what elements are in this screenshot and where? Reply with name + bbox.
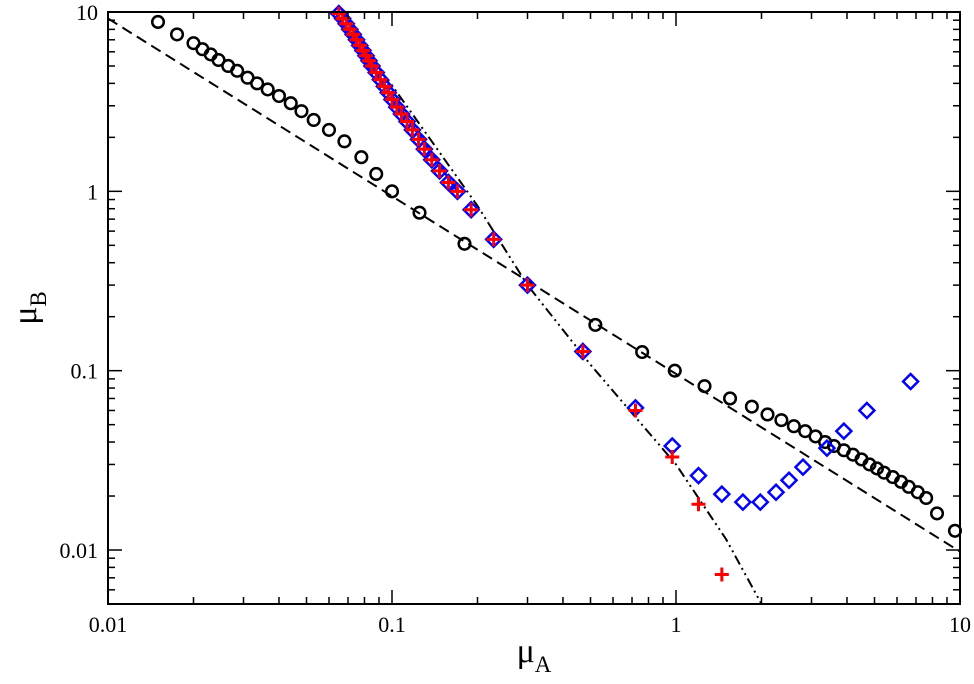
circle-marker — [723, 391, 738, 406]
circle-marker — [169, 27, 185, 42]
y-tick-label: 0.01 — [60, 538, 99, 563]
plus-marker — [691, 497, 706, 512]
diamond-marker — [448, 182, 467, 201]
diamond-marker — [779, 470, 799, 490]
diamond-marker — [359, 51, 379, 70]
plot-frame — [107, 11, 961, 605]
circle-marker — [862, 457, 877, 472]
axis-ticks — [107, 11, 961, 605]
circle-marker — [384, 184, 400, 199]
circle-marker — [635, 345, 650, 360]
diamond-marker — [461, 200, 481, 219]
circle-marker — [294, 104, 309, 119]
circle-marker — [271, 88, 287, 104]
y-tick-label: 1 — [87, 179, 98, 204]
y-axis-label-subscript: B — [26, 291, 51, 306]
plus-marker — [628, 403, 643, 418]
diamond-marker — [439, 173, 458, 192]
circle-marker — [667, 363, 682, 378]
fit-lines — [108, 12, 960, 604]
plus-marker — [464, 202, 479, 217]
x-axis-label-main: μ — [517, 633, 535, 670]
circle-marker — [337, 134, 352, 149]
plus-marker — [369, 65, 384, 80]
circle-marker — [786, 419, 801, 434]
x-axis-label-subscript: A — [535, 652, 552, 677]
diamond-marker — [573, 342, 593, 361]
circle-marker — [283, 96, 298, 111]
diamond-marker — [689, 466, 708, 485]
diamond-marker — [733, 492, 753, 512]
diamond-marker — [484, 230, 503, 249]
x-axis-label: μA — [517, 633, 552, 677]
diamond-marker — [834, 421, 854, 441]
diamond-marker — [422, 150, 441, 170]
plus-marker — [424, 152, 439, 167]
plus-marker — [714, 567, 729, 582]
x-tick-label: 1 — [671, 612, 682, 637]
circle-marker — [354, 150, 369, 165]
diamond-marker — [817, 438, 837, 458]
circle-marker — [250, 76, 265, 91]
plus-marker — [432, 163, 447, 178]
plus-marker — [441, 175, 456, 190]
plus-marker — [665, 450, 680, 465]
y-tick-label: 0.1 — [71, 359, 99, 384]
circle-marker — [230, 63, 245, 78]
diamond-marker — [430, 161, 449, 181]
plus-marker — [385, 92, 399, 107]
plus-marker — [575, 344, 590, 359]
x-tick-label: 0.01 — [89, 612, 128, 637]
plus-marker — [450, 184, 465, 199]
data-markers — [150, 4, 963, 582]
y-tick-label: 10 — [76, 0, 98, 25]
circle-marker — [929, 506, 945, 521]
diamond-marker — [857, 401, 877, 420]
plus-marker — [405, 122, 420, 137]
diamond-series — [329, 4, 920, 512]
x-tick-labels: 0.01 0.1 1 10 — [89, 612, 971, 637]
x-tick-label: 10 — [949, 612, 971, 637]
circle-marker — [760, 407, 775, 422]
circle-marker — [697, 379, 712, 394]
circle-marker — [744, 399, 759, 414]
x-tick-label: 0.1 — [378, 612, 406, 637]
circle-marker — [588, 317, 603, 332]
y-axis-label-main: μ — [7, 307, 44, 325]
circle-marker — [369, 166, 384, 182]
circle-marker — [306, 112, 321, 128]
circle-marker — [412, 205, 427, 220]
plus-marker — [486, 232, 501, 247]
diamond-marker — [901, 372, 920, 391]
y-tick-labels: 0.01 0.1 1 10 — [60, 0, 99, 563]
plus-marker — [400, 114, 415, 129]
circle-marker — [774, 413, 789, 428]
y-axis-label: μB — [7, 291, 51, 325]
diamond-marker — [750, 492, 770, 512]
plus-series — [331, 6, 729, 582]
circle-marker — [211, 52, 226, 68]
circle-marker — [919, 490, 934, 506]
diamond-marker — [343, 25, 363, 44]
diamond-marker — [347, 30, 366, 50]
plus-marker — [411, 132, 426, 147]
plus-marker — [417, 142, 432, 157]
diamond-marker — [766, 482, 786, 502]
diamond-marker — [518, 275, 537, 295]
circle-series — [150, 14, 963, 538]
plus-marker — [394, 106, 409, 121]
circle-marker — [321, 122, 337, 137]
circle-marker — [457, 236, 472, 251]
dash-dot-dot-fit-line — [334, 12, 763, 604]
circle-marker — [150, 14, 166, 30]
diamond-marker — [415, 139, 434, 159]
circle-marker — [869, 461, 884, 476]
plus-marker — [520, 278, 535, 293]
diamond-marker — [712, 484, 732, 504]
circle-marker — [260, 82, 275, 97]
diamond-marker — [793, 457, 813, 477]
